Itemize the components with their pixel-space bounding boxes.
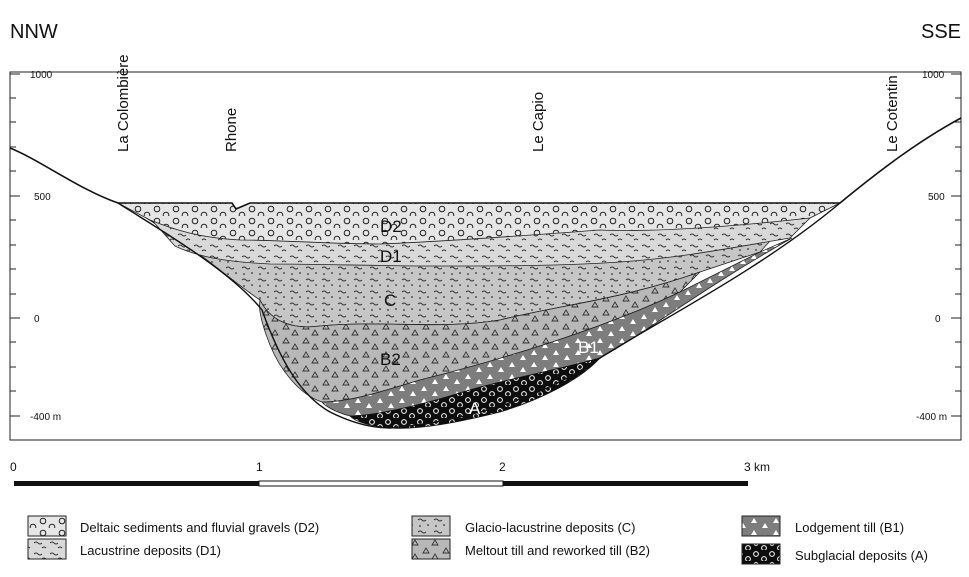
unit-label-c: C xyxy=(384,291,396,310)
legend-swatch-d1 xyxy=(27,538,67,560)
legend: Deltaic sediments and fluvial gravels (D… xyxy=(27,515,928,565)
direction-right-label: SSE xyxy=(921,21,961,43)
right-tick-minus400: -400 m xyxy=(916,412,947,423)
scale-label-3km: 3 km xyxy=(744,460,770,474)
locality-le-capio: Le Capio xyxy=(530,92,547,152)
locality-la-colombiere: La Colombière xyxy=(115,54,132,152)
legend-label-d1: Lacustrine deposits (D1) xyxy=(80,543,221,558)
unit-label-b1: B1 xyxy=(578,338,599,357)
legend-label-a: Subglacial deposits (A) xyxy=(795,548,928,563)
left-tick-minus400: -400 m xyxy=(30,412,61,423)
valley-floor-outline xyxy=(117,202,841,429)
right-tick-500: 500 xyxy=(928,192,945,203)
right-elevation-axis xyxy=(951,73,961,417)
locality-le-cotentin: Le Cotentin xyxy=(884,75,901,152)
section-frame xyxy=(9,71,962,441)
scale-bar xyxy=(14,480,748,487)
legend-swatch-b1 xyxy=(741,515,781,537)
legend-label-d2: Deltaic sediments and fluvial gravels (D… xyxy=(80,520,319,535)
scale-label-2: 2 xyxy=(499,460,506,474)
legend-swatch-c xyxy=(411,515,451,537)
legend-label-b1: Lodgement till (B1) xyxy=(795,520,904,535)
left-tick-0: 0 xyxy=(34,314,40,325)
unit-label-d1: D1 xyxy=(380,247,402,266)
unit-label-d2: D2 xyxy=(380,217,402,236)
legend-swatch-a xyxy=(741,543,781,565)
right-tick-0: 0 xyxy=(935,314,941,325)
unit-d2-layer xyxy=(117,202,841,245)
legend-label-c: Glacio-lacustrine deposits (C) xyxy=(465,520,636,535)
right-tick-1000: 1000 xyxy=(922,70,945,81)
locality-rhone: Rhone xyxy=(223,108,240,152)
unit-label-a: A xyxy=(469,399,481,418)
ground-surface-line xyxy=(9,117,962,210)
scale-label-1: 1 xyxy=(256,460,263,474)
unit-label-b2: B2 xyxy=(380,350,401,369)
left-tick-1000: 1000 xyxy=(30,70,53,81)
legend-label-b2: Meltout till and reworked till (B2) xyxy=(465,543,650,558)
left-tick-500: 500 xyxy=(34,192,51,203)
legend-swatch-b2 xyxy=(411,538,451,560)
left-elevation-axis xyxy=(10,73,20,417)
scale-label-0: 0 xyxy=(10,460,17,474)
direction-left-label: NNW xyxy=(10,21,58,43)
legend-swatch-d2 xyxy=(27,515,67,537)
